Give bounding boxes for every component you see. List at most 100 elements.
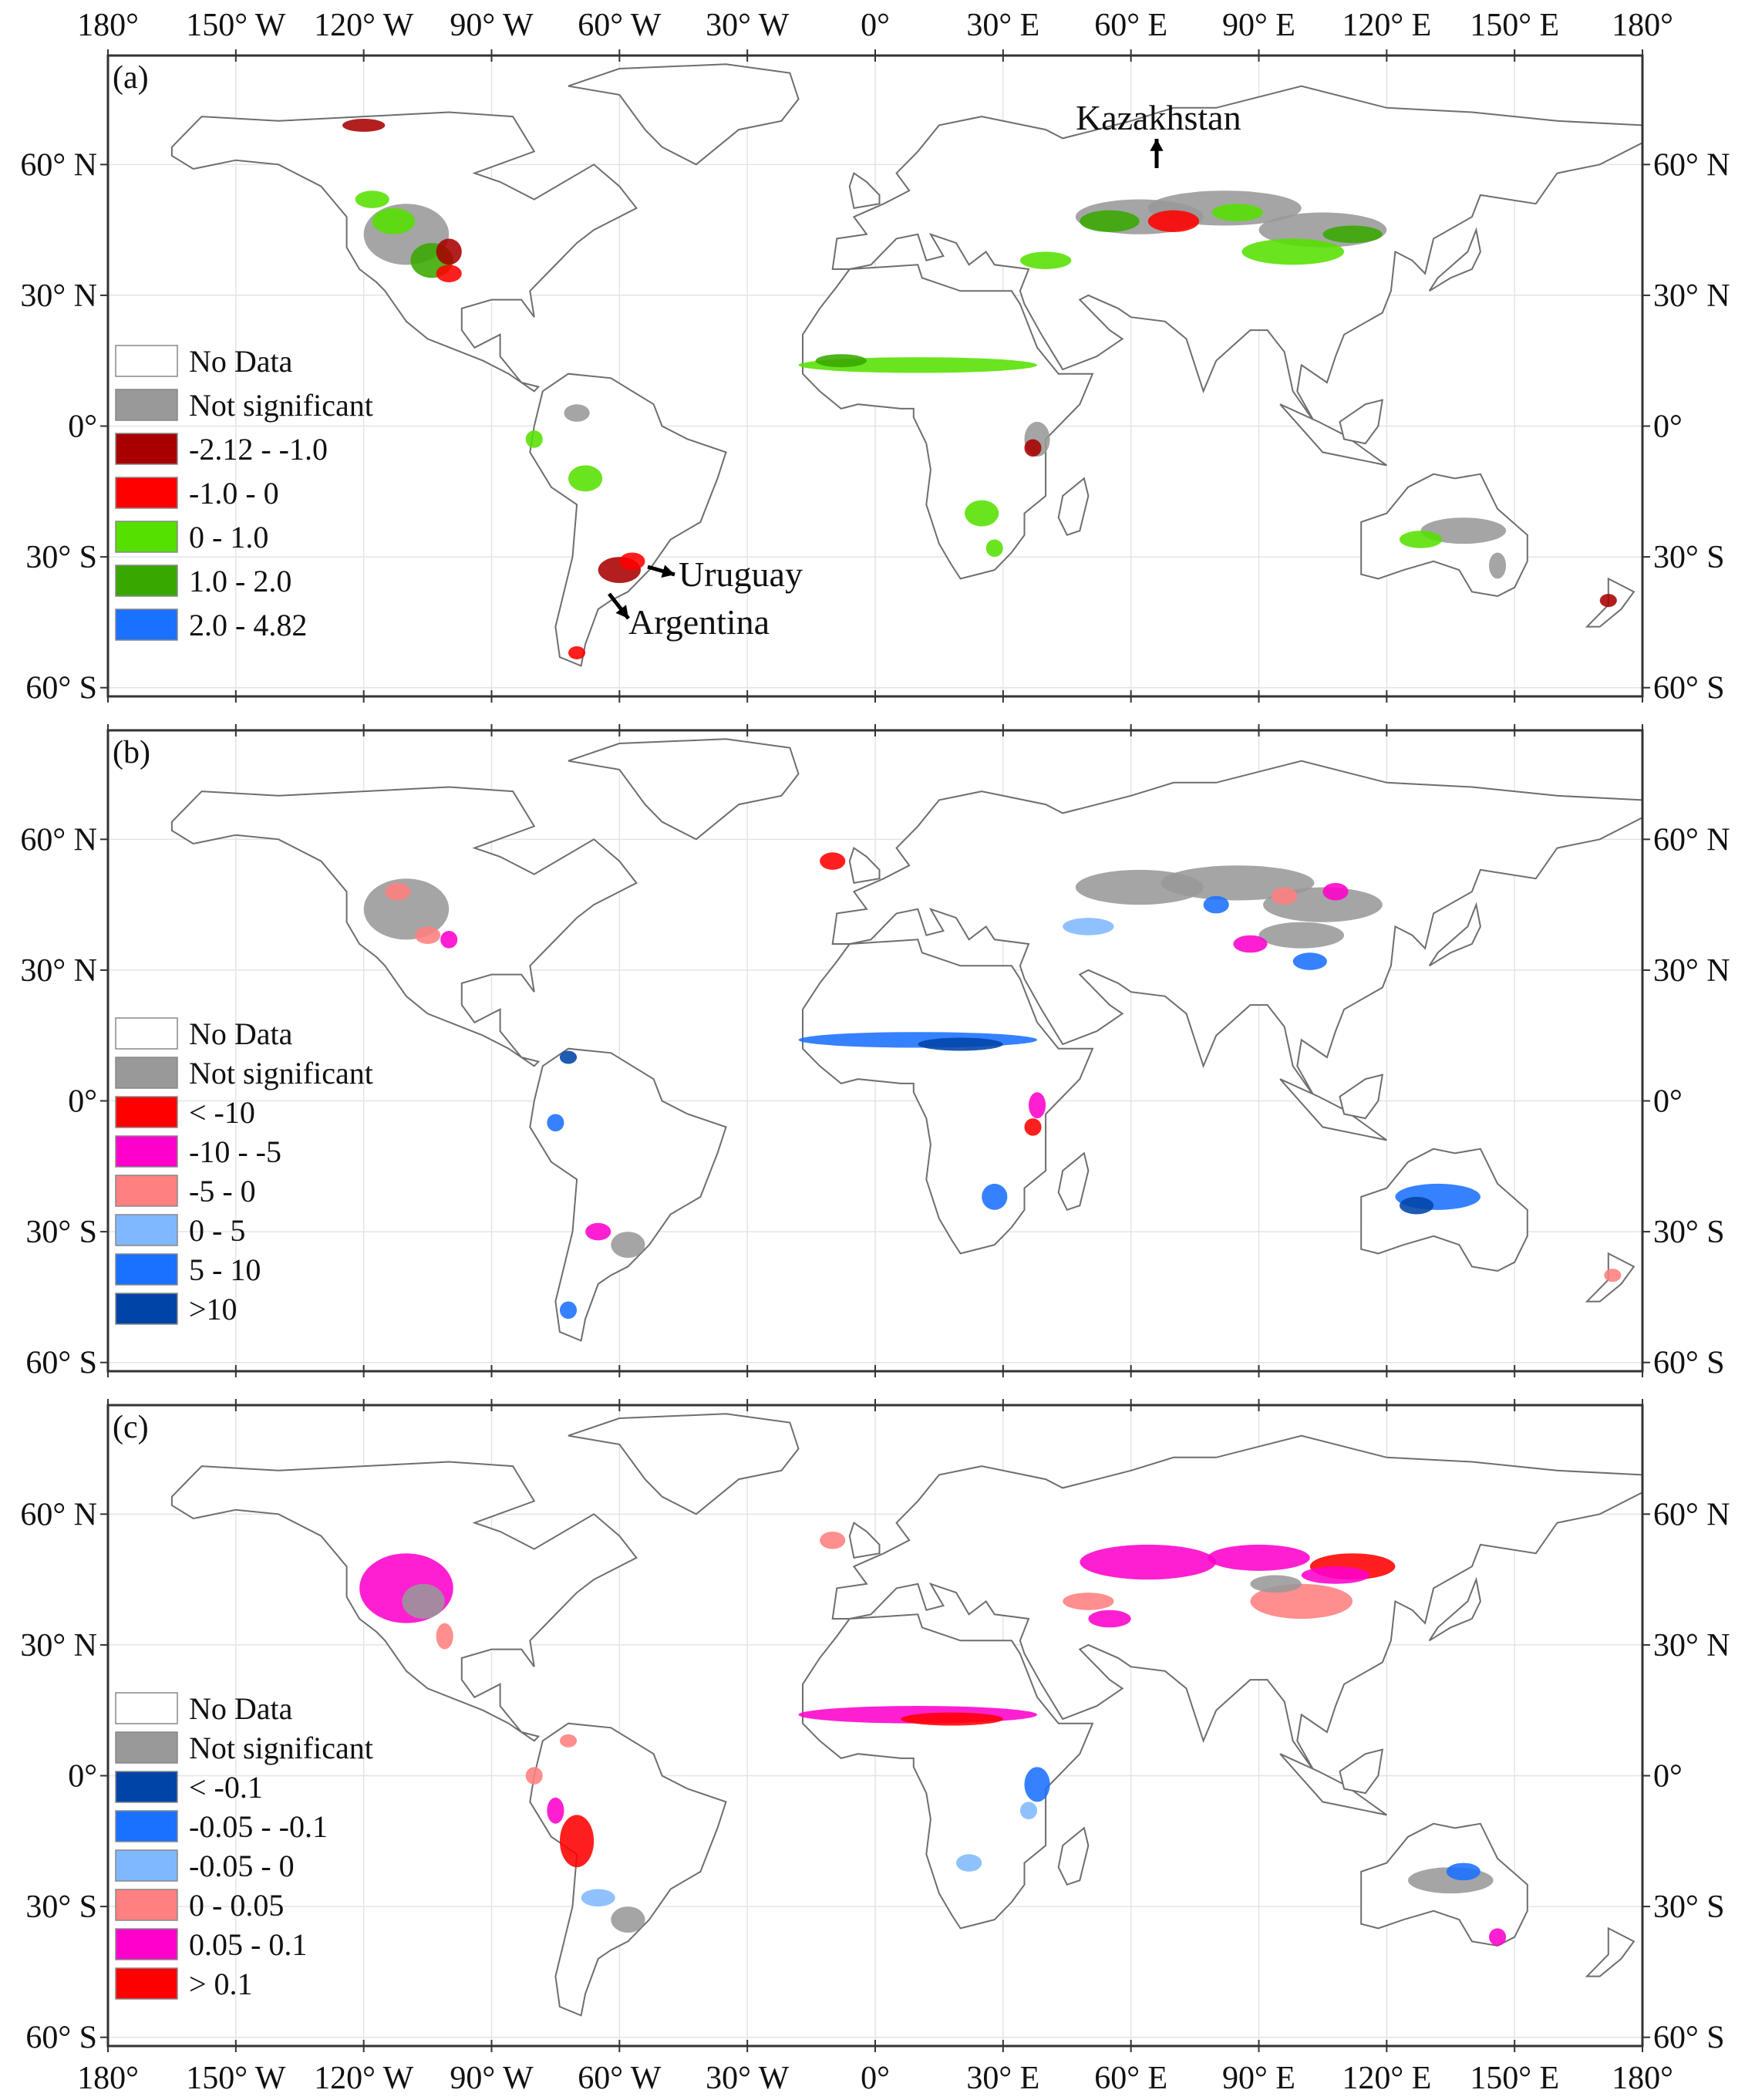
lat-tick-right: 30° S	[1653, 540, 1725, 575]
data-region	[342, 118, 386, 132]
lon-tick: 30° W	[706, 2061, 790, 2096]
lat-tick-right: 60° S	[1653, 671, 1725, 706]
data-region	[1258, 922, 1345, 949]
lon-tick: 0°	[861, 8, 890, 43]
lat-tick-left: 30° S	[25, 1215, 97, 1250]
land-africa	[802, 939, 1094, 1255]
data-region	[1208, 1544, 1310, 1571]
data-region	[1019, 251, 1072, 269]
data-region	[1063, 918, 1114, 935]
legend-label: No Data	[189, 344, 293, 379]
lat-tick-right: 30° N	[1653, 953, 1730, 989]
data-region	[965, 500, 999, 527]
lon-tick: 90° E	[1222, 2061, 1295, 2096]
land-africa	[802, 264, 1094, 580]
legend-label: -0.05 - 0	[189, 1849, 295, 1883]
lon-tick: 60° E	[1094, 8, 1167, 43]
lon-tick: 120° E	[1342, 8, 1431, 43]
land-borneo	[1339, 1074, 1384, 1120]
data-region	[1233, 935, 1268, 953]
land-new-zealand	[1585, 1926, 1636, 1977]
lon-tick: 150° W	[186, 2061, 286, 2096]
map-panel-1: 60° N 60° N 30° N 30° N 0° 0° 30° S 30° S 60° S 6…	[20, 54, 1730, 706]
panel-label: (a)	[113, 60, 149, 96]
land-uk	[848, 1522, 881, 1559]
panel-label: (b)	[113, 735, 150, 770]
land-indonesia	[1279, 1753, 1387, 1816]
data-region	[901, 1712, 1003, 1726]
legend-label: -1.0 - 0	[189, 476, 279, 511]
data-region	[619, 552, 645, 571]
data-region	[559, 1301, 578, 1320]
data-region	[372, 207, 415, 234]
lat-tick-left: 0°	[68, 1084, 97, 1120]
data-region	[611, 1232, 645, 1259]
land-japan	[1428, 227, 1481, 292]
data-region	[1019, 1802, 1038, 1820]
arrow-head	[1150, 139, 1164, 151]
data-region	[1489, 1928, 1507, 1946]
land-greenland	[568, 1413, 800, 1515]
data-region	[985, 539, 1003, 558]
land-south-america	[529, 372, 727, 667]
legend-swatch	[115, 1096, 178, 1128]
lon-tick: 120° W	[314, 8, 414, 43]
legend-swatch	[115, 1135, 178, 1168]
land-madagascar	[1057, 1826, 1090, 1886]
data-region	[564, 404, 590, 422]
legend-label: 5 - 10	[189, 1252, 261, 1287]
land-europe-asia	[831, 85, 1642, 423]
data-region	[815, 354, 867, 368]
land-borneo	[1339, 399, 1384, 445]
legend-swatch	[115, 1967, 178, 2000]
data-region	[1203, 895, 1229, 914]
data-region	[585, 1222, 611, 1241]
land-greenland	[568, 738, 800, 841]
lat-tick-right: 60° S	[1653, 1346, 1725, 1381]
legend-swatch	[115, 1810, 178, 1842]
data-region	[956, 1854, 982, 1872]
annotation-label: Kazakhstan	[1076, 98, 1241, 137]
data-region	[1147, 210, 1200, 232]
land-borneo	[1339, 1748, 1384, 1795]
legend-swatch	[115, 1731, 178, 1764]
land-greenland	[568, 63, 800, 166]
lat-tick-right: 0°	[1653, 410, 1683, 445]
lon-tick: 150° W	[186, 8, 286, 43]
data-region	[547, 1114, 564, 1132]
legend-label: Not significant	[189, 1056, 373, 1090]
annotation-label: Uruguay	[679, 554, 803, 594]
legend-label: 0 - 5	[189, 1213, 245, 1248]
land-japan	[1428, 902, 1481, 967]
data-region	[436, 238, 462, 265]
land-australia	[1360, 1148, 1528, 1272]
data-region	[415, 926, 441, 944]
legend-label: < -10	[189, 1095, 255, 1130]
legend-label: -10 - -5	[189, 1134, 281, 1169]
legend-swatch	[115, 1771, 178, 1803]
data-region	[1599, 594, 1617, 608]
data-region	[1272, 887, 1298, 905]
top-longitude-axis: 180° 150° W 120° W 90° W 60° W 30° W 0° 30° E 60…	[77, 8, 1673, 62]
legend-swatch	[115, 1928, 178, 1960]
legend-label: 0 - 1.0	[189, 520, 268, 554]
data-region	[1399, 531, 1443, 548]
data-region	[1211, 204, 1264, 221]
legend-swatch	[115, 608, 178, 641]
data-region	[363, 878, 450, 940]
lon-tick: 120° W	[314, 2061, 414, 2096]
data-region	[402, 1583, 445, 1619]
data-region	[1322, 882, 1349, 901]
data-region	[1250, 1583, 1353, 1619]
land-europe-asia	[831, 760, 1642, 1097]
lon-tick: 180°	[77, 2061, 139, 2096]
legend-swatch	[115, 389, 178, 421]
land-madagascar	[1057, 1151, 1090, 1212]
legend-swatch	[115, 1214, 178, 1246]
data-region	[547, 1797, 564, 1824]
land-south-america	[529, 1722, 727, 2017]
data-region	[1604, 1269, 1622, 1283]
data-region	[1322, 225, 1383, 244]
legend-label: 0 - 0.05	[189, 1888, 284, 1923]
